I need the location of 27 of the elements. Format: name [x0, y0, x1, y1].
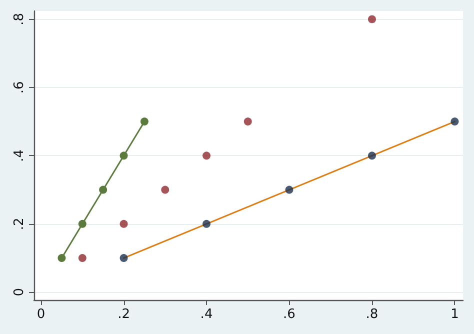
x-tick-label: 0 — [36, 307, 46, 322]
point — [78, 220, 86, 228]
point — [120, 152, 128, 160]
point — [120, 254, 128, 262]
x-tick-label: 1 — [450, 307, 459, 322]
point — [58, 254, 66, 262]
x-tick-label: .2 — [118, 307, 130, 322]
point — [99, 186, 108, 194]
point — [450, 118, 459, 126]
y-tick-label: .4 — [12, 149, 27, 162]
y-tick-label: 0 — [12, 288, 27, 296]
point — [202, 220, 211, 228]
point — [368, 15, 376, 24]
y-tick-label: .6 — [12, 81, 27, 94]
y-tick-label: .2 — [12, 218, 27, 230]
x-tick-label: .4 — [200, 307, 213, 322]
point — [368, 152, 376, 160]
point — [202, 152, 211, 160]
x-tick-label: .6 — [283, 307, 296, 322]
x-tick-label: .8 — [366, 307, 378, 322]
point — [244, 118, 252, 126]
point — [161, 186, 170, 194]
point — [285, 186, 294, 194]
y-tick-label: .8 — [12, 12, 27, 26]
point — [78, 254, 86, 262]
point — [120, 220, 128, 228]
point — [140, 118, 148, 126]
